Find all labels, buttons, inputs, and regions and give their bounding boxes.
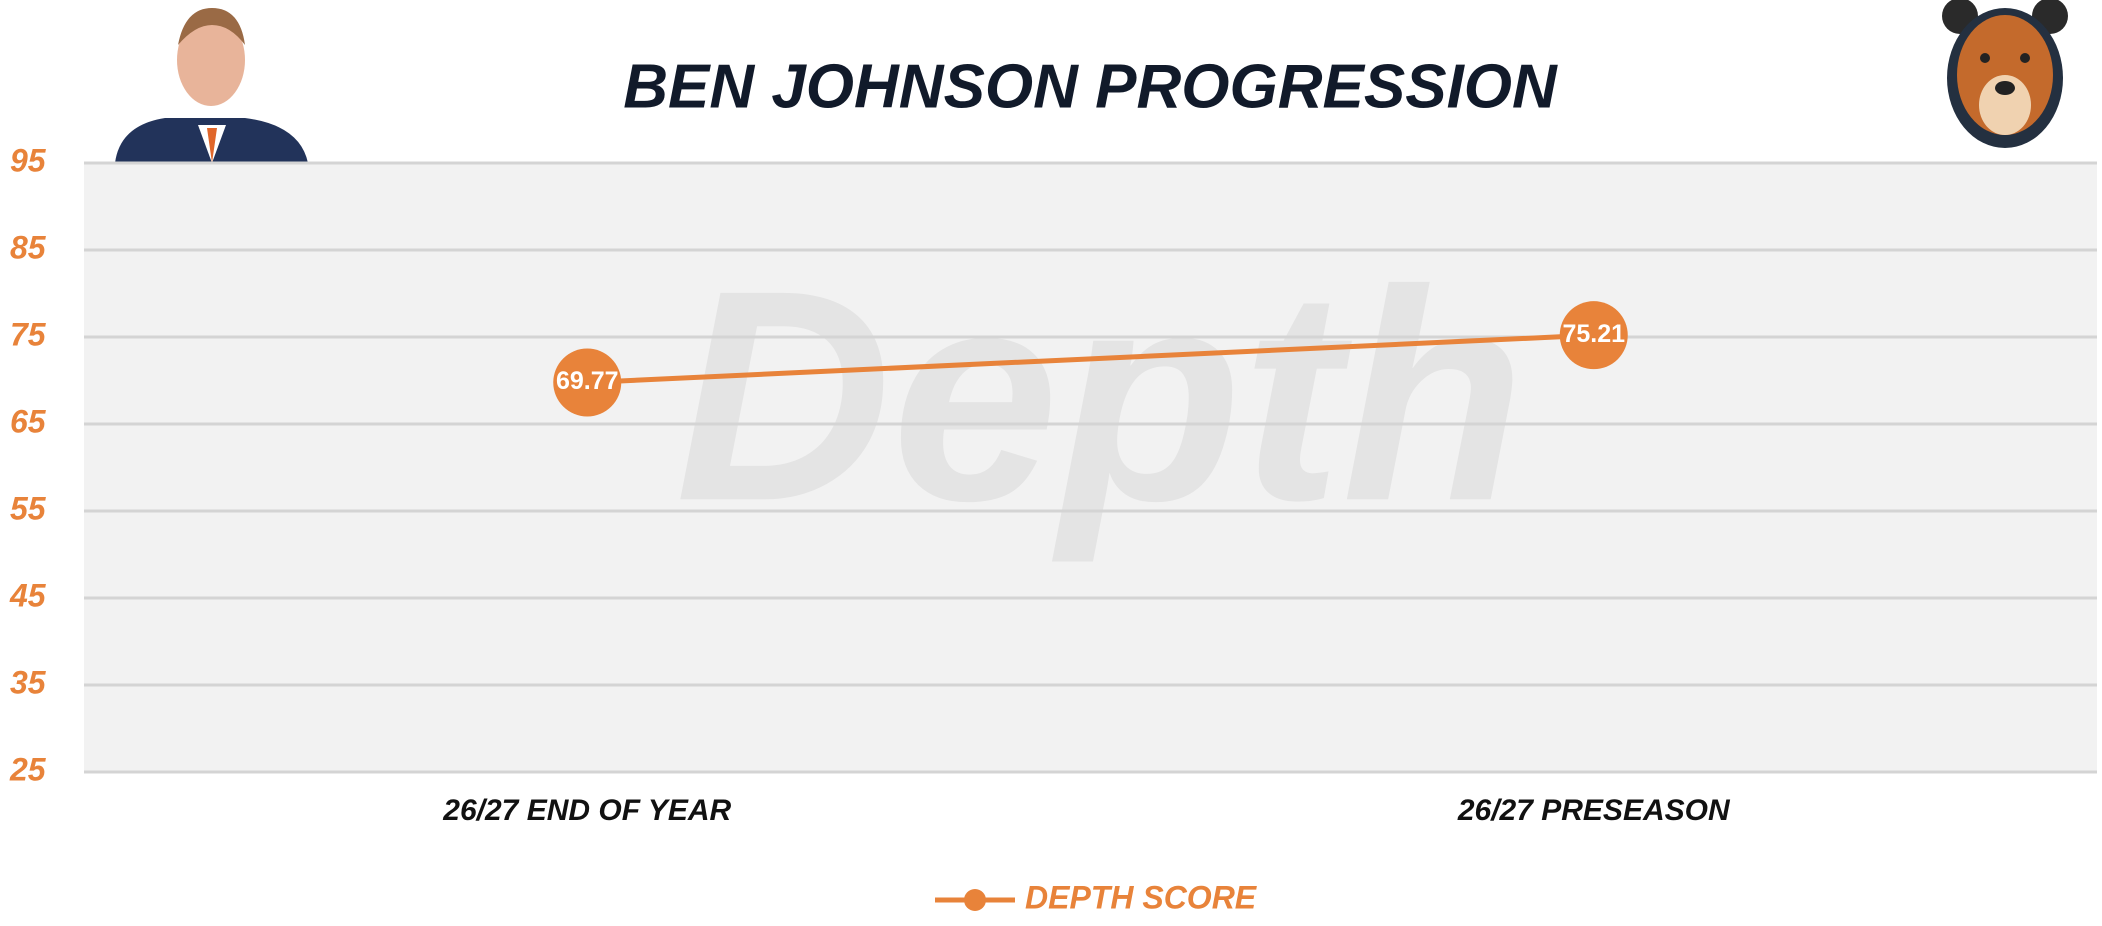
coach-photo	[115, 8, 308, 163]
bear-logo	[1942, 0, 2068, 148]
legend-label: DEPTH SCORE	[1025, 879, 1258, 915]
data-label: 75.21	[1562, 320, 1625, 348]
y-tick-label: 45	[9, 577, 47, 613]
watermark: Depth	[675, 227, 1525, 565]
data-point	[553, 348, 622, 417]
plot-area	[84, 163, 2097, 772]
y-tick-label: 85	[10, 229, 47, 265]
y-tick-label: 75	[10, 316, 47, 352]
y-tick-label: 55	[10, 490, 47, 526]
data-point	[1559, 301, 1628, 370]
y-tick-label: 65	[10, 403, 47, 439]
y-tick-label: 25	[9, 751, 47, 787]
chart-title: BEN JOHNSON PROGRESSION	[623, 52, 1558, 121]
data-line	[587, 332, 1594, 385]
y-tick-label: 95	[10, 142, 47, 178]
legend-marker	[964, 889, 986, 911]
x-tick-label: 26/27 PRESEASON	[1457, 794, 1731, 827]
x-tick-label: 26/27 END OF YEAR	[442, 794, 731, 827]
y-tick-label: 35	[10, 664, 47, 700]
data-label: 69.77	[556, 367, 619, 395]
